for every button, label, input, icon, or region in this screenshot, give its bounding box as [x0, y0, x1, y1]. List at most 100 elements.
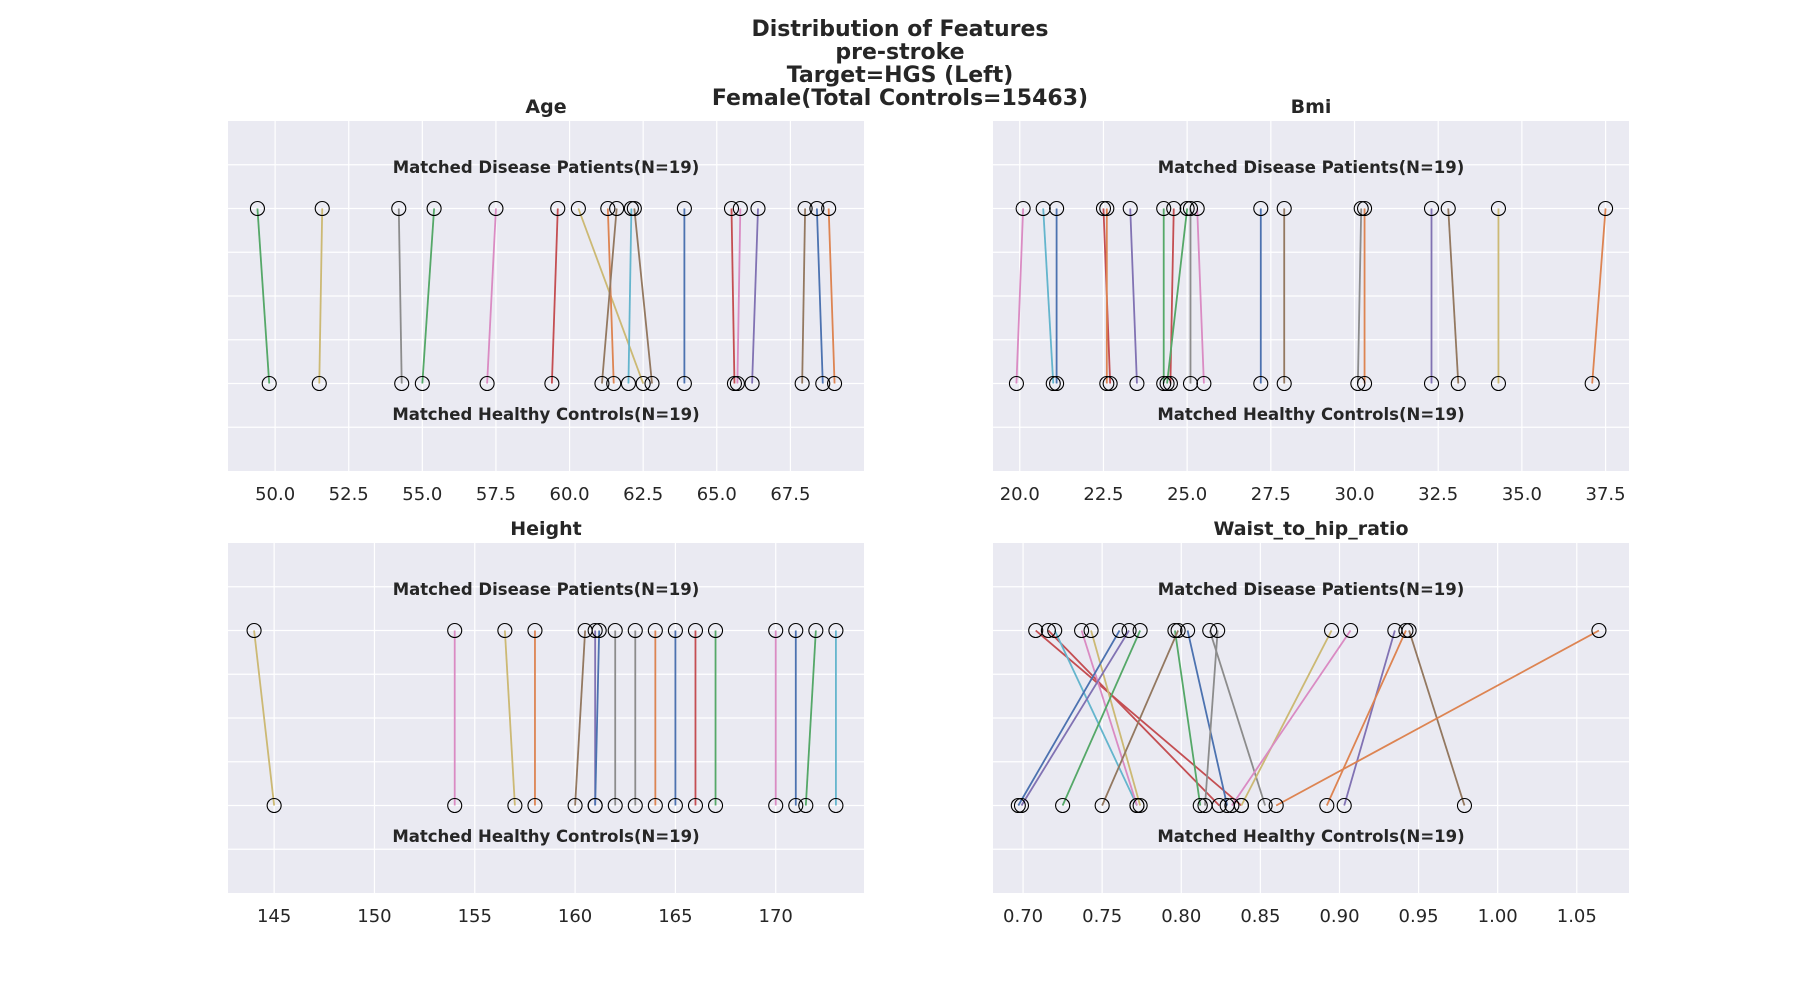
patient-point: [1210, 622, 1226, 639]
control-point: [1094, 797, 1110, 814]
control-point: [1156, 375, 1172, 392]
x-tick-label: 0.80: [1161, 906, 1201, 927]
control-point: [594, 375, 610, 392]
pair-line: [827, 208, 836, 384]
x-tick-label: 0.90: [1319, 906, 1359, 927]
x-tick-label: 57.5: [476, 484, 516, 505]
control-point: [788, 797, 804, 814]
control-point: [1132, 797, 1148, 814]
control-point: [1423, 375, 1440, 392]
patient-point: [607, 622, 623, 639]
x-tick-label: 20.0: [1000, 484, 1040, 505]
x-tick-label: 155: [458, 906, 492, 927]
patient-point: [488, 200, 504, 217]
control-point: [1268, 797, 1284, 814]
panel-bmi: 20.0 22.5 25.0 27.5 30.0 32.5 35.0 37.5 Bmi Match…: [993, 96, 1629, 505]
x-tick-label: 30.0: [1334, 484, 1374, 505]
pair-line: [736, 208, 742, 384]
control-point: [507, 797, 523, 814]
patient-point: [1083, 622, 1099, 639]
patient-point: [246, 622, 262, 639]
control-point: [1045, 375, 1061, 392]
pair-line: [730, 208, 736, 384]
control-point: [729, 375, 745, 392]
control-point: [794, 375, 810, 392]
control-point: [1129, 375, 1145, 392]
patient-point: [1276, 200, 1292, 217]
control-point: [768, 797, 784, 814]
pair-line: [1017, 630, 1121, 806]
pair-line: [815, 208, 824, 384]
pair-line: [574, 630, 587, 806]
patient-point: [1353, 200, 1369, 217]
patient-point: [1490, 200, 1507, 217]
pair-line: [1196, 208, 1205, 384]
pair-line: [1174, 630, 1202, 806]
patient-point: [600, 200, 616, 217]
panel-age: 50.0 52.5 55.0 57.5 60.0 62.5 65.0 67.5 Age Match…: [228, 96, 864, 505]
control-point: [744, 375, 760, 392]
pair-line: [256, 208, 271, 384]
patient-point: [1049, 200, 1065, 217]
pair-line: [1356, 208, 1363, 384]
control-point: [1099, 375, 1115, 392]
patient-point: [249, 200, 265, 217]
x-tick-label: 170: [759, 906, 793, 927]
patient-point: [1253, 200, 1269, 217]
control-point: [1008, 375, 1024, 392]
control-point: [1350, 375, 1366, 392]
control-point: [1196, 375, 1212, 392]
patient-point: [1156, 200, 1172, 217]
pair-line: [1015, 208, 1025, 384]
patient-point: [1440, 200, 1456, 217]
patient-point: [1398, 622, 1414, 639]
patient-point: [809, 200, 825, 217]
pair-line: [1240, 630, 1333, 806]
patient-point: [1074, 622, 1090, 639]
x-tick-label: 160: [558, 906, 592, 927]
control-point: [1159, 375, 1175, 392]
pair-line: [1343, 630, 1396, 806]
pair-line: [1231, 629, 1352, 807]
control-point: [687, 797, 704, 814]
pair-line: [633, 208, 653, 384]
control-point: [544, 375, 560, 392]
patient-point: [527, 622, 543, 639]
patient-point: [707, 622, 724, 639]
x-tick-label: 65.0: [697, 484, 737, 505]
control-point: [1257, 797, 1273, 814]
panel-waist-to-hip-ratio: 0.70 0.75 0.80 0.85 0.90 0.95 1.00 1.05 Waist_to…: [993, 518, 1629, 927]
patient-point: [1202, 622, 1218, 639]
x-tick-label: 0.75: [1082, 906, 1122, 927]
control-point: [676, 375, 692, 392]
control-point: [1055, 797, 1071, 814]
pair-line: [1166, 208, 1189, 384]
patient-point: [797, 200, 813, 217]
patient-point: [828, 622, 844, 639]
patient-point: [1121, 622, 1137, 639]
control-point: [827, 375, 843, 392]
pair-line: [1186, 630, 1229, 806]
control-point: [394, 375, 410, 392]
patient-point: [1167, 622, 1183, 639]
pair-line: [1129, 208, 1138, 384]
pair-line: [1053, 630, 1138, 806]
patient-point: [1170, 622, 1186, 639]
pair-line: [801, 208, 807, 384]
patient-point: [1122, 200, 1138, 217]
patient-point: [1028, 622, 1044, 639]
pair-line: [1591, 208, 1607, 384]
label-disease-patients: Matched Disease Patients(N=19): [1158, 158, 1465, 177]
patient-point: [497, 622, 513, 639]
control-point: [567, 797, 583, 814]
control-point: [1102, 375, 1118, 392]
pair-line: [601, 208, 618, 384]
control-point: [1233, 797, 1249, 814]
control-point: [261, 375, 277, 392]
pair-line: [606, 208, 615, 384]
control-point: [606, 375, 622, 392]
figure-title-line-4: Female(Total Controls=15463): [712, 86, 1088, 111]
control-point: [1197, 797, 1213, 814]
patient-point: [1189, 200, 1205, 217]
